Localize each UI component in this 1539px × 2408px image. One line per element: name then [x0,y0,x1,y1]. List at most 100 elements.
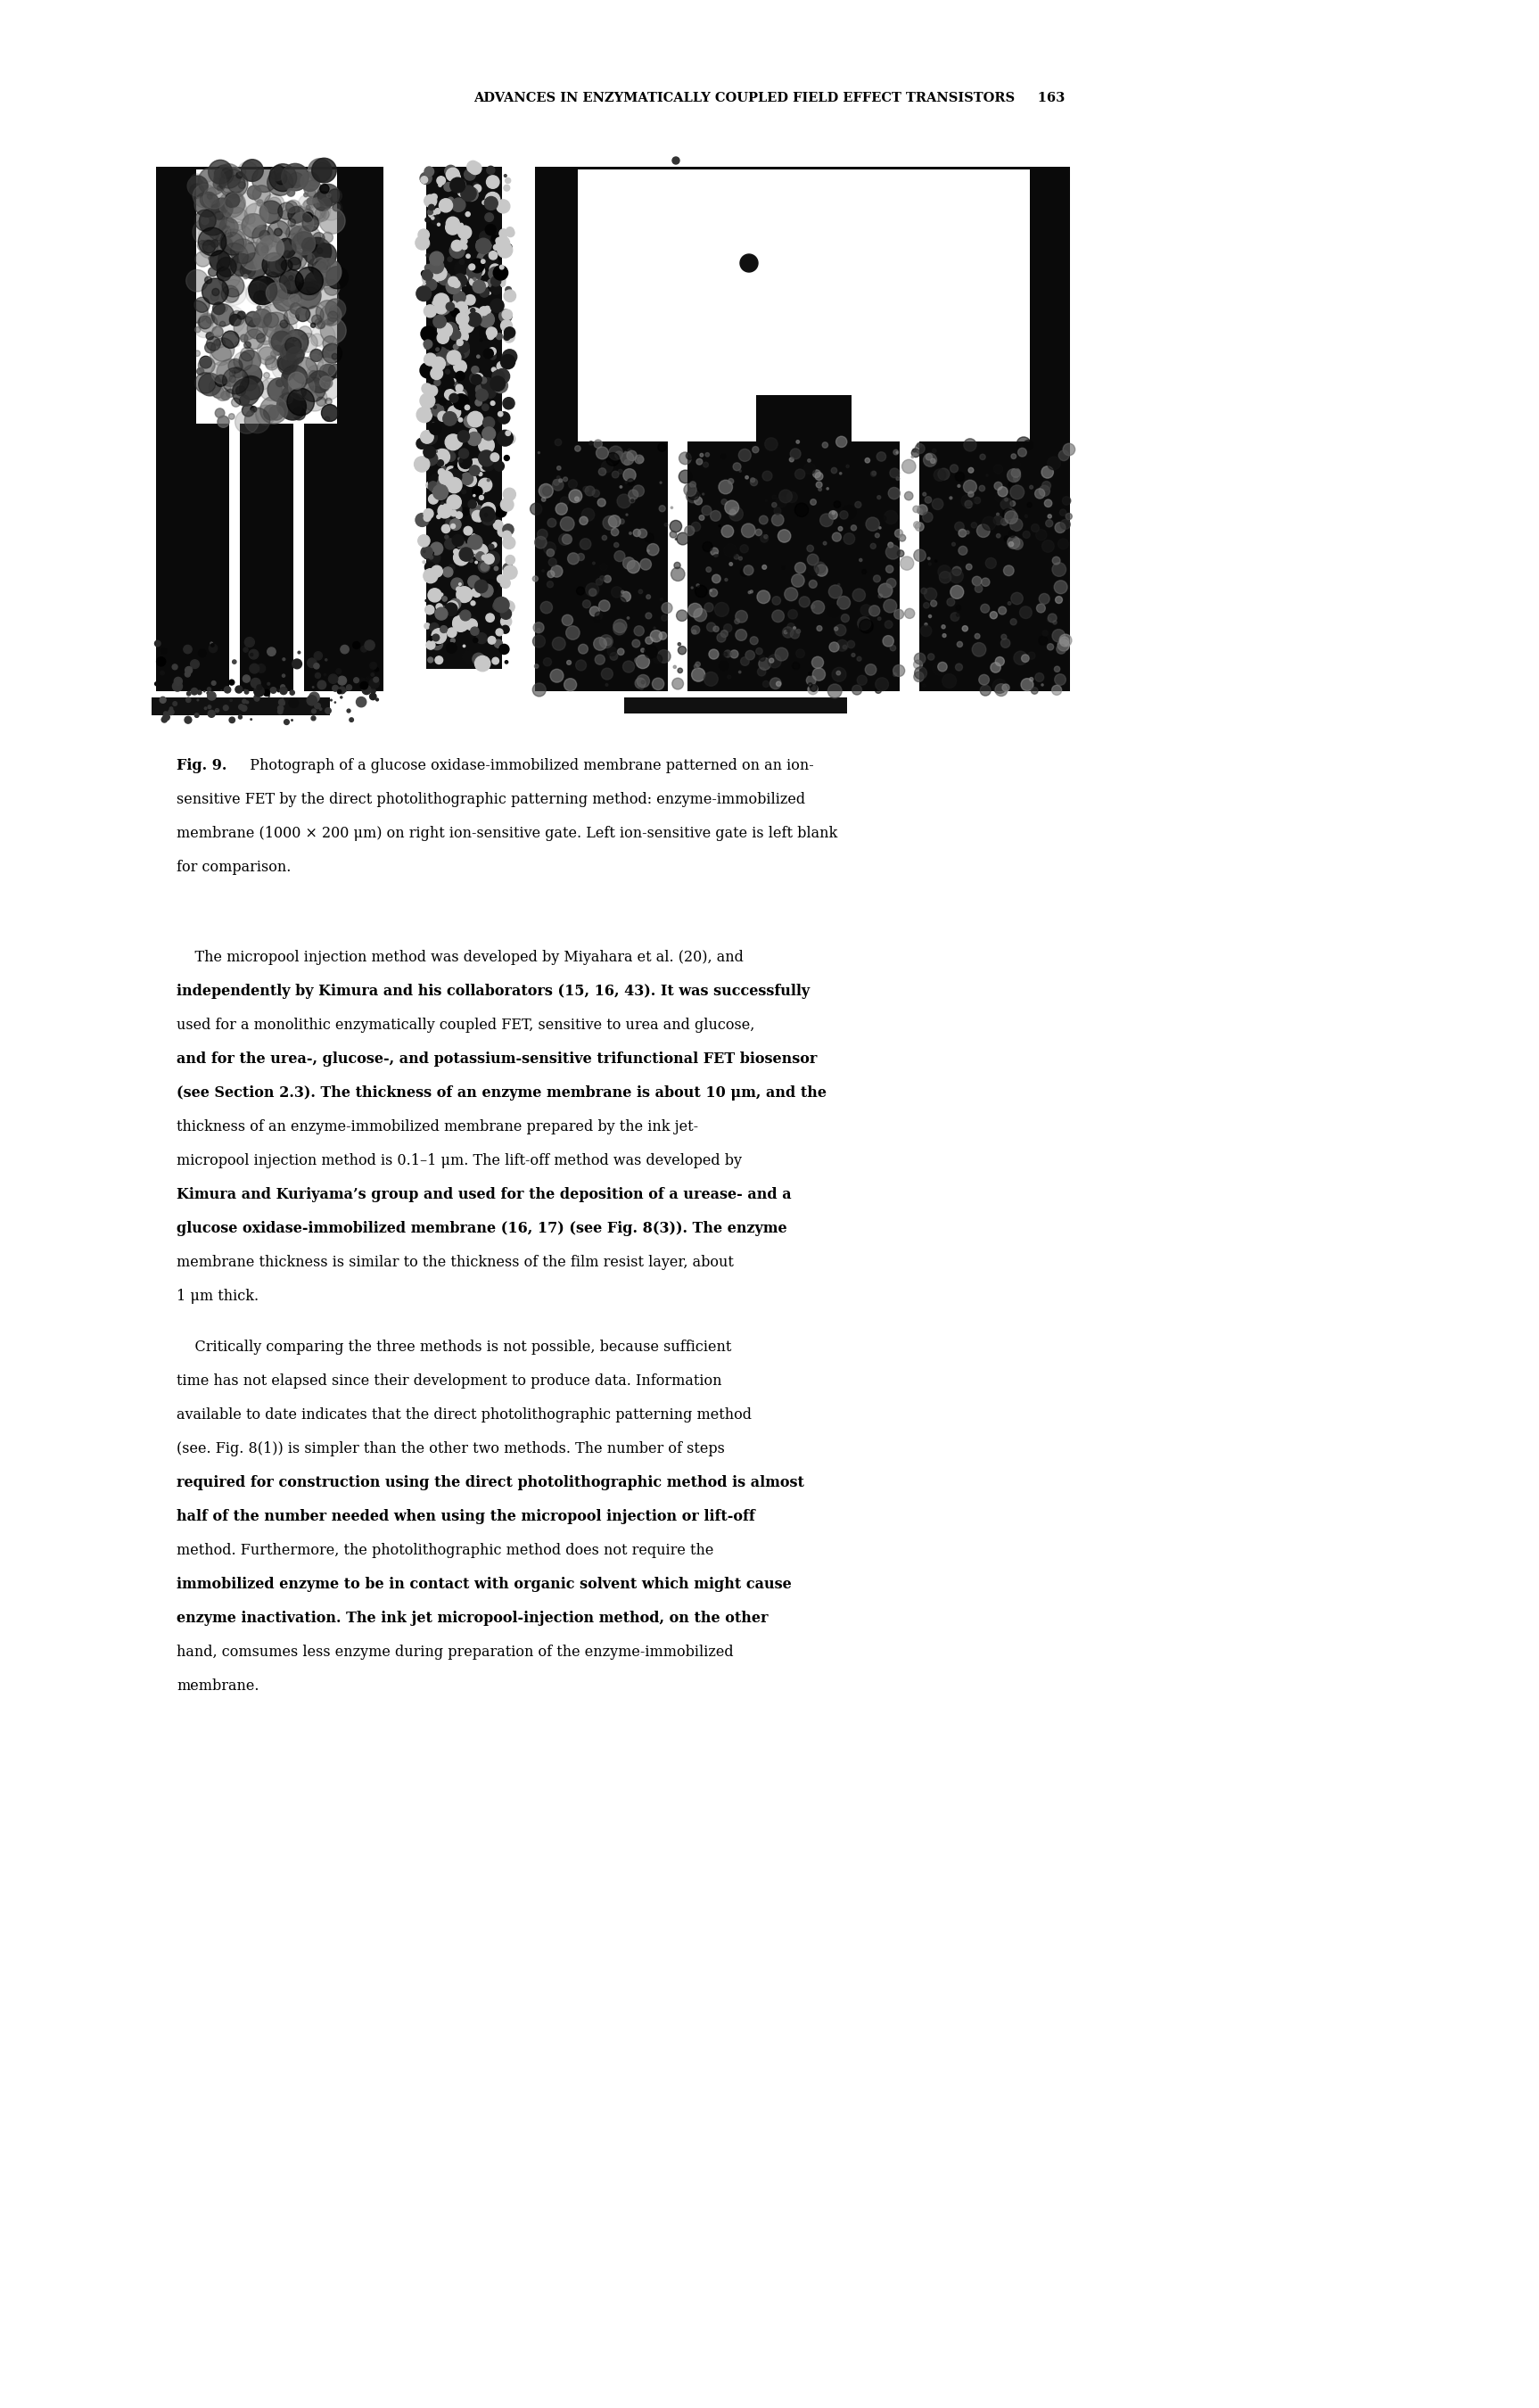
Circle shape [312,164,331,183]
Circle shape [472,535,476,537]
Circle shape [423,547,428,549]
Circle shape [485,513,488,515]
Circle shape [245,342,251,349]
Circle shape [890,467,899,477]
Circle shape [500,616,511,626]
Circle shape [240,395,249,405]
Circle shape [871,472,876,477]
Circle shape [260,272,280,291]
Circle shape [576,660,586,669]
Circle shape [791,628,799,638]
Circle shape [288,173,303,188]
Circle shape [439,397,446,405]
Circle shape [195,327,200,332]
Circle shape [505,400,512,409]
Circle shape [280,342,297,359]
Circle shape [248,236,254,243]
Circle shape [206,212,235,241]
Circle shape [328,674,337,684]
Circle shape [879,595,882,597]
Circle shape [706,566,711,573]
Circle shape [679,645,686,655]
Circle shape [711,554,722,566]
Circle shape [723,650,731,657]
Circle shape [492,657,499,665]
Circle shape [583,600,591,607]
Circle shape [763,535,768,539]
Circle shape [914,672,923,681]
Circle shape [645,532,654,542]
Circle shape [208,706,211,708]
Circle shape [833,667,846,681]
Circle shape [600,576,605,580]
Circle shape [297,279,319,301]
Circle shape [266,272,279,284]
Circle shape [454,388,466,400]
Circle shape [1031,686,1037,694]
Circle shape [425,431,431,438]
Circle shape [185,718,191,722]
Circle shape [280,686,288,694]
Circle shape [245,202,268,226]
Circle shape [160,696,166,703]
Circle shape [208,267,217,277]
Circle shape [500,498,514,510]
Circle shape [451,393,466,407]
Circle shape [292,340,303,352]
Circle shape [468,508,472,513]
Circle shape [613,597,626,612]
Circle shape [477,241,482,246]
Circle shape [813,667,825,681]
Circle shape [237,169,246,176]
Circle shape [496,368,509,383]
Circle shape [449,243,465,258]
Circle shape [928,653,934,660]
Circle shape [460,438,465,441]
Circle shape [934,470,946,482]
Circle shape [220,320,225,327]
Circle shape [469,373,480,383]
Circle shape [870,604,880,616]
Circle shape [299,325,312,340]
Circle shape [456,313,469,325]
Circle shape [285,720,289,725]
Circle shape [240,335,248,342]
Circle shape [192,219,219,246]
Circle shape [468,412,483,426]
Circle shape [482,458,494,472]
Circle shape [886,566,893,573]
Circle shape [890,645,896,650]
Circle shape [834,626,837,631]
Circle shape [429,424,442,436]
Circle shape [749,636,759,645]
Circle shape [472,510,483,523]
Circle shape [439,272,451,284]
Circle shape [583,486,589,491]
Circle shape [505,455,509,460]
Circle shape [999,607,1007,614]
Circle shape [286,248,306,270]
Circle shape [920,588,926,595]
Circle shape [543,486,551,496]
Circle shape [289,275,294,279]
Circle shape [194,296,209,313]
Circle shape [773,609,785,621]
Circle shape [457,185,469,197]
Circle shape [420,431,434,443]
Circle shape [239,706,243,710]
Circle shape [782,566,785,568]
Circle shape [456,385,463,393]
Circle shape [876,532,879,537]
Circle shape [834,624,846,636]
Circle shape [456,330,468,342]
Circle shape [753,445,759,453]
Circle shape [288,373,305,390]
Circle shape [271,241,277,248]
Circle shape [219,217,239,236]
Circle shape [559,535,571,544]
Circle shape [472,515,477,520]
Circle shape [168,710,174,715]
Circle shape [713,626,719,631]
Circle shape [606,453,619,465]
Circle shape [830,643,839,653]
